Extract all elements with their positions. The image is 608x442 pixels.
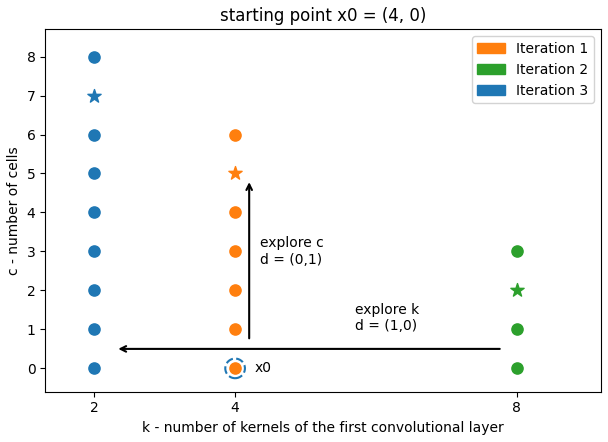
- Point: [230, 131, 240, 138]
- Point: [512, 326, 522, 333]
- Point: [230, 287, 240, 294]
- Point: [89, 326, 99, 333]
- Point: [89, 131, 99, 138]
- Point: [230, 248, 240, 255]
- Point: [230, 365, 240, 372]
- Text: explore c
d = (0,1): explore c d = (0,1): [260, 236, 323, 267]
- Point: [89, 287, 99, 294]
- Point: [89, 92, 99, 99]
- Point: [89, 209, 99, 216]
- Point: [230, 170, 240, 177]
- Point: [230, 365, 240, 372]
- Point: [89, 170, 99, 177]
- Title: starting point x0 = (4, 0): starting point x0 = (4, 0): [220, 7, 426, 25]
- X-axis label: k - number of kernels of the first convolutional layer: k - number of kernels of the first convo…: [142, 421, 504, 435]
- Point: [230, 326, 240, 333]
- Point: [230, 209, 240, 216]
- Legend: Iteration 1, Iteration 2, Iteration 3: Iteration 1, Iteration 2, Iteration 3: [472, 36, 594, 103]
- Point: [89, 53, 99, 60]
- Text: x0: x0: [255, 362, 272, 375]
- Point: [89, 365, 99, 372]
- Y-axis label: c - number of cells: c - number of cells: [7, 146, 21, 275]
- Point: [512, 365, 522, 372]
- Point: [512, 248, 522, 255]
- Text: explore k
d = (1,0): explore k d = (1,0): [354, 303, 419, 333]
- Point: [512, 287, 522, 294]
- Point: [89, 248, 99, 255]
